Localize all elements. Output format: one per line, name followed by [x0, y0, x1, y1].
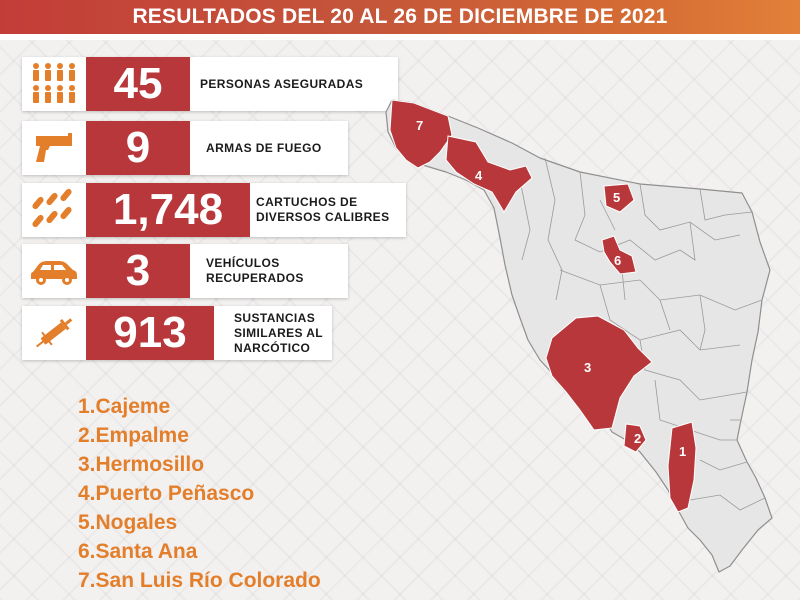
stat-value: 1,748 [86, 183, 250, 237]
map-marker-3: 3 [584, 360, 591, 375]
stat-label-line: NARCÓTICO [234, 340, 311, 355]
stat-row-cartuchos: 1,748 CARTUCHOS DE DIVERSOS CALIBRES [22, 183, 406, 237]
stat-row-personas: 45 PERSONAS ASEGURADAS [22, 57, 398, 111]
header-bar [0, 0, 800, 34]
map-marker-1: 1 [679, 444, 686, 459]
region-empalme [623, 423, 647, 453]
map-marker-6: 6 [614, 253, 621, 268]
stat-card [22, 57, 398, 111]
stat-label: VEHÍCULOS RECUPERADOS [206, 244, 346, 298]
stat-label-line: VEHÍCULOS [206, 256, 280, 270]
stat-label-line: RECUPERADOS [206, 271, 304, 285]
map-marker-5: 5 [613, 190, 620, 205]
bullets-icon [28, 188, 80, 232]
pistol-icon [28, 126, 80, 170]
people-icon [28, 62, 80, 106]
stat-label: ARMAS DE FUEGO [206, 121, 346, 175]
highlighted-municipalities [389, 99, 697, 513]
stat-label-line: SIMILARES AL [234, 325, 324, 340]
stat-label-text: ARMAS DE FUEGO [206, 140, 322, 155]
stat-label-line: SUSTANCIAS [234, 310, 316, 325]
region-nogales [603, 183, 635, 213]
legend-item-empalme: 2.Empalme [78, 424, 189, 447]
region-puerto-penasco [445, 135, 533, 213]
page-title: RESULTADOS DEL 20 AL 26 DE DICIEMBRE DE … [132, 5, 668, 28]
legend-item-cajeme: 1.Cajeme [78, 395, 171, 418]
legend-item-santa-ana: 6.Santa Ana [78, 540, 198, 563]
municipality-borders [519, 157, 766, 511]
stat-label: SUSTANCIAS SIMILARES AL NARCÓTICO [234, 306, 330, 360]
map-marker-7: 7 [416, 118, 423, 133]
stat-value: 913 [86, 306, 214, 360]
legend-item-hermosillo: 3.Hermosillo [78, 453, 205, 476]
header: RESULTADOS DEL 20 AL 26 DE DICIEMBRE DE … [0, 0, 800, 40]
region-hermosillo [545, 315, 653, 431]
stat-label-line: CARTUCHOS DE [256, 195, 358, 209]
stat-value: 45 [86, 57, 190, 111]
legend-item-nogales: 5.Nogales [78, 511, 178, 534]
stat-label-text: PERSONAS ASEGURADAS [200, 76, 364, 91]
region-santa-ana [601, 235, 637, 275]
stat-row-armas: 9 ARMAS DE FUEGO [22, 121, 348, 175]
syringe-icon [28, 311, 80, 355]
municipality-legend: 1.Cajeme 2.Empalme 3.Hermosillo 4.Puerto… [78, 392, 321, 595]
stat-value: 9 [86, 121, 190, 175]
legend-item-san-luis-rio-colorado: 7.San Luis Río Colorado [78, 569, 321, 592]
stat-value: 3 [86, 244, 190, 298]
stat-label-line: DIVERSOS CALIBRES [256, 210, 390, 224]
car-icon [28, 249, 80, 293]
map-marker-2: 2 [634, 431, 641, 446]
map-marker-4: 4 [475, 168, 483, 183]
stat-row-sustancias: 913 SUSTANCIAS SIMILARES AL NARCÓTICO [22, 306, 332, 360]
stat-label: PERSONAS ASEGURADAS [200, 57, 396, 111]
legend-item-puerto-penasco: 4.Puerto Peñasco [78, 482, 255, 505]
region-san-luis-rio-colorado [389, 99, 453, 169]
stat-label: CARTUCHOS DE DIVERSOS CALIBRES [256, 183, 404, 237]
stat-row-vehiculos: 3 VEHÍCULOS RECUPERADOS [22, 244, 348, 298]
region-cajeme [667, 421, 697, 513]
map-markers: 7 4 5 6 3 2 1 [416, 118, 686, 459]
